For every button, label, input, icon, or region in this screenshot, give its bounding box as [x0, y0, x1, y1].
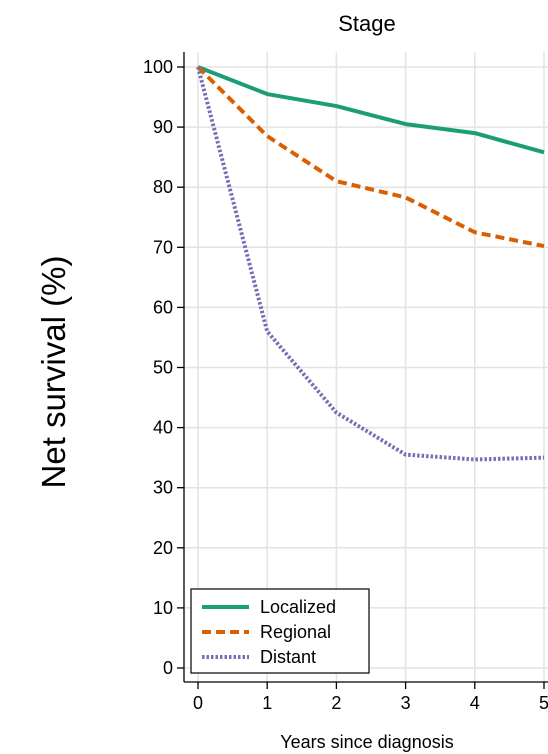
series-line-regional: [196, 65, 545, 249]
y-tick-label: 70: [153, 237, 173, 257]
x-tick-label: 1: [262, 693, 272, 713]
x-tick-label: 4: [470, 693, 480, 713]
series-line-distant: [196, 66, 545, 462]
legend: Localized Regional Distant: [190, 588, 370, 674]
y-tick-label: 10: [153, 598, 173, 618]
chart-title: Stage: [338, 11, 396, 36]
y-axis: 0 10 20 30 40 50 60 70 80 90 100: [143, 52, 185, 682]
y-tick-label: 90: [153, 117, 173, 137]
y-tick-label: 30: [153, 478, 173, 498]
y-tick-label: 80: [153, 177, 173, 197]
y-tick-label: 40: [153, 418, 173, 438]
legend-label-regional: Regional: [260, 622, 331, 642]
y-tick-label: 100: [143, 57, 173, 77]
series-lines: [196, 65, 545, 462]
y-tick-label: 60: [153, 297, 173, 317]
series-line-localized: [197, 65, 545, 155]
x-axis-title: Years since diagnosis: [280, 732, 453, 752]
x-tick-label: 5: [539, 693, 548, 713]
x-tick-label: 2: [331, 693, 341, 713]
y-tick-label: 50: [153, 358, 173, 378]
legend-label-distant: Distant: [260, 647, 316, 667]
x-axis: 0 1 2 3 4 5: [184, 681, 548, 713]
x-tick-label: 0: [193, 693, 203, 713]
x-tick-label: 3: [401, 693, 411, 713]
y-tick-label: 20: [153, 538, 173, 558]
y-tick-label: 0: [163, 658, 173, 678]
y-axis-title: Net survival (%): [35, 256, 72, 489]
legend-label-localized: Localized: [260, 597, 336, 617]
